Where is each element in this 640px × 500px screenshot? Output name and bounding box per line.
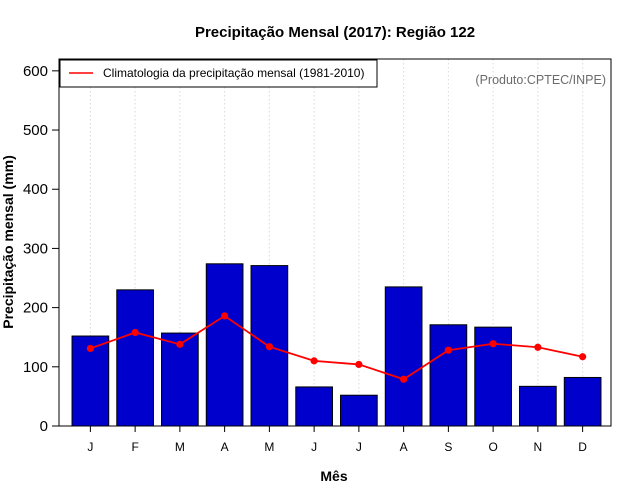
x-tick-label: D [578,440,587,454]
bar-8 [384,286,423,427]
legend-label: Climatologia da precipitação mensal (198… [103,66,364,80]
climatology-point-10 [489,340,497,348]
y-tick-label: 300 [23,240,48,257]
x-tick-label: J [356,440,362,454]
x-tick-label: A [221,440,229,454]
x-tick-label: M [175,440,185,454]
climatology-point-4 [221,312,229,320]
climatology-point-1 [86,344,94,353]
x-tick-label: J [87,440,93,454]
x-tick-label: M [264,440,274,454]
bars [71,263,602,427]
x-tick-label: F [131,440,138,454]
climatology-point-8 [400,375,408,383]
legend-box [59,59,378,88]
climatology-line-group [86,312,587,383]
x-tick-label: N [534,440,543,454]
y-tick-label: 600 [23,63,48,80]
bar-6 [295,386,333,427]
bar-11 [519,385,557,427]
climatology-point-5 [265,343,273,351]
bar-2 [116,289,154,427]
y-tick-label: 100 [23,359,48,376]
y-tick-label: 500 [23,122,48,139]
y-tick-label: 400 [23,181,48,198]
bar-12 [563,376,602,427]
x-tick-label: A [400,440,408,454]
x-tick-label: O [488,440,497,454]
y-tick-label: 0 [40,418,48,435]
climatology-point-12 [579,353,587,361]
legend: Climatologia da precipitação mensal (198… [59,59,378,88]
climatology-point-6 [310,357,318,365]
grid [89,59,584,426]
x-tick-label: J [311,440,317,454]
bar-5 [250,265,289,427]
climatology-point-11 [534,343,542,351]
bar-4 [205,263,244,427]
x-tick-label: S [444,440,452,454]
chart-title: Precipitação Mensal (2017): Região 122 [195,24,475,41]
y-tick-label: 200 [23,300,48,317]
source-annotation: (Produto:CPTEC/INPE) [475,73,606,87]
climatology-point-9 [444,346,452,354]
climatology-point-3 [176,340,184,348]
plot-frame [58,58,612,427]
y-axis-title: Precipitação mensal (mm) [0,155,16,329]
bar-7 [340,394,378,427]
x-axis-title: Mês [320,468,347,484]
bar-9 [429,324,468,427]
climatology-line [90,314,583,381]
climatology-point-2 [131,328,139,337]
climatology-point-7 [355,360,363,369]
y-axis: 0 100 200 300 400 500 600 [23,63,59,435]
